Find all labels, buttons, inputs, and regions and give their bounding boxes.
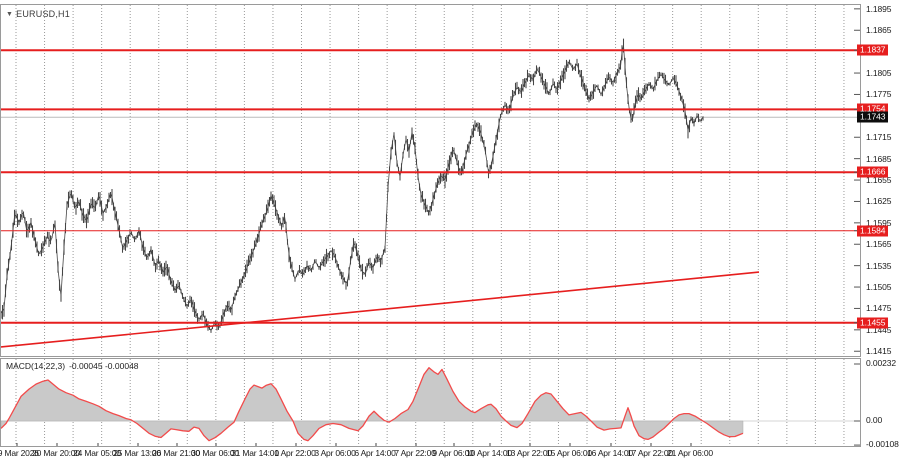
time-tick-label: 9 Apr 06:00 <box>432 448 474 458</box>
price-tick-label: 1.1805 <box>866 68 892 79</box>
macd-indicator-label: MACD(14,22,3) -0.00045 -0.00048 <box>6 361 143 371</box>
macd-signal-line <box>1 367 744 442</box>
price-tick-label: 1.1655 <box>866 175 892 186</box>
level-price-flag: 1.1666 <box>857 166 889 178</box>
time-tick-label: 26 Mar 21:00 <box>152 448 200 458</box>
price-chart-pane[interactable] <box>0 4 861 357</box>
price-tick-label: 1.1445 <box>866 324 892 335</box>
time-tick-label: 31 Mar 14:00 <box>231 448 279 458</box>
price-tick-label: 1.1775 <box>866 89 892 100</box>
macd-tick-label: -0.00108 <box>866 439 899 450</box>
level-price-flag: 1.1455 <box>857 317 889 329</box>
price-tick-label: 1.1565 <box>866 239 892 250</box>
time-tick-label: 25 Mar 13:00 <box>113 448 161 458</box>
level-price-flag: 1.1754 <box>857 103 889 115</box>
symbol-timeframe-label: ▼ EURUSD,H1 <box>6 9 70 19</box>
macd-indicator-pane[interactable] <box>0 358 861 447</box>
time-tick-label: 24 Mar 05:00 <box>73 448 121 458</box>
candlesticks <box>1 38 704 333</box>
price-tick-label: 1.1595 <box>866 217 892 228</box>
level-price-flag: 1.1584 <box>857 225 889 237</box>
time-tick-label: 19 Mar 2026 <box>0 448 39 458</box>
time-tick-label: 17 Apr 22:00 <box>627 448 673 458</box>
time-tick-label: 20 Mar 20:00 <box>32 448 80 458</box>
price-chart-canvas <box>1 5 860 356</box>
symbol-timeframe-text: EURUSD,H1 <box>16 9 70 19</box>
chart-marker-icon: ▼ <box>6 11 14 18</box>
current-price-flag: 1.1743 <box>857 111 889 123</box>
macd-current-values: -0.00045 -0.00048 <box>69 361 139 371</box>
time-tick-label: 1 Apr 22:00 <box>274 448 316 458</box>
macd-tick-label: 0.00 <box>866 415 883 425</box>
time-tick-label: 13 Apr 22:00 <box>506 448 552 458</box>
level-price-flag: 1.1837 <box>857 44 889 56</box>
price-tick-label: 1.1535 <box>866 260 892 271</box>
macd-canvas <box>1 359 860 446</box>
time-tick-label: 16 Apr 14:00 <box>587 448 633 458</box>
price-tick-label: 1.1475 <box>866 303 892 314</box>
time-tick-label: 15 Apr 06:00 <box>546 448 592 458</box>
time-tick-label: 21 Apr 06:00 <box>667 448 713 458</box>
price-tick-label: 1.1895 <box>866 3 892 14</box>
price-tick-label: 1.1865 <box>866 25 892 36</box>
time-tick-label: 30 Mar 06:00 <box>191 448 239 458</box>
macd-tick-label: 0.00232 <box>866 357 897 368</box>
macd-name: MACD(14,22,3) <box>6 361 66 371</box>
price-tick-label: 1.1505 <box>866 282 892 293</box>
trendline[interactable] <box>1 271 760 348</box>
price-tick-label: 1.1685 <box>866 153 892 164</box>
price-tick-label: 1.1415 <box>866 346 892 357</box>
time-tick-label: 7 Apr 22:00 <box>394 448 436 458</box>
time-tick-label: 6 Apr 14:00 <box>354 448 396 458</box>
macd-histogram-area <box>1 367 744 442</box>
time-tick-label: 10 Apr 14:00 <box>466 448 512 458</box>
time-tick-label: 3 Apr 06:00 <box>314 448 356 458</box>
price-tick-label: 1.1625 <box>866 196 892 207</box>
price-tick-label: 1.1715 <box>866 132 892 143</box>
